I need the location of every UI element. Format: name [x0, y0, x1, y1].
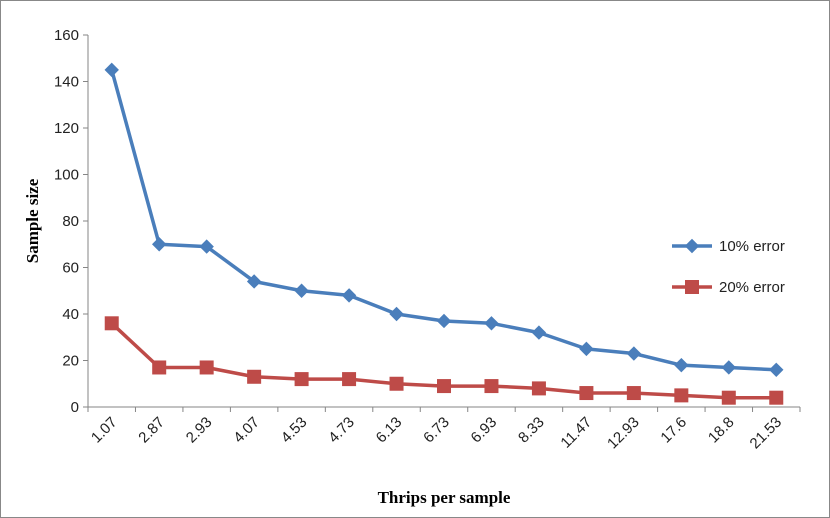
y-axis-title: Sample size	[23, 178, 42, 263]
x-tick-label: 2.87	[135, 414, 168, 447]
data-point	[104, 316, 119, 331]
data-point	[579, 386, 594, 401]
data-point	[626, 346, 642, 361]
y-tick-label: 80	[62, 213, 79, 230]
y-tick-label: 140	[54, 74, 79, 91]
y-tick-label: 0	[71, 399, 79, 416]
legend-label: 20% error	[719, 279, 785, 296]
data-point	[531, 325, 547, 340]
x-tick-label: 2.93	[183, 414, 216, 447]
data-point	[294, 283, 309, 298]
y-tick-label: 120	[54, 120, 79, 137]
series-1	[104, 62, 784, 378]
data-point	[294, 372, 309, 387]
x-tick-label: 4.07	[230, 414, 263, 447]
data-point	[341, 288, 357, 303]
y-tick-label: 60	[62, 260, 79, 277]
x-tick-label: 1.07	[88, 414, 121, 447]
data-point	[484, 379, 499, 394]
data-point	[769, 390, 784, 405]
x-axis: 1.07 2.87 2.93 4.07 4.53 4.73 6.13 6.73 6.93 8.33…	[87, 406, 801, 453]
series-2	[104, 316, 784, 405]
legend: 10% error 20% error	[672, 238, 785, 296]
x-tick-label: 11.47	[557, 414, 595, 452]
series-layer	[104, 62, 784, 405]
legend-item: 20% error	[672, 279, 785, 296]
data-point	[721, 390, 736, 405]
x-tick-label: 17.6	[657, 414, 690, 447]
legend-label: 10% error	[719, 238, 785, 255]
data-point	[342, 372, 357, 387]
data-point	[436, 313, 452, 329]
data-point	[626, 386, 641, 401]
legend-item: 10% error	[672, 238, 785, 255]
data-point	[389, 306, 404, 322]
data-point	[437, 379, 451, 394]
y-tick-label: 20	[62, 353, 79, 370]
data-point	[247, 369, 262, 384]
data-point	[769, 362, 784, 378]
data-point	[579, 341, 594, 357]
data-point	[531, 381, 546, 396]
y-tick-label: 160	[54, 27, 79, 44]
x-tick-label: 8.33	[515, 414, 548, 447]
x-tick-label: 6.93	[468, 414, 501, 447]
legend-marker	[685, 280, 699, 294]
data-point	[152, 360, 167, 375]
data-point	[674, 357, 689, 373]
x-tick-label: 21.53	[747, 414, 786, 453]
legend-marker	[684, 238, 700, 254]
data-point	[151, 237, 167, 252]
x-tick-label: 18.8	[705, 414, 738, 447]
x-tick-label: 6.13	[373, 414, 406, 447]
data-point	[674, 388, 689, 403]
data-point	[389, 376, 404, 391]
x-tick-label: 12.93	[604, 414, 643, 453]
x-tick-label: 6.73	[420, 414, 453, 447]
x-tick-label: 4.53	[278, 414, 311, 447]
data-point	[199, 239, 214, 254]
y-tick-label: 40	[62, 306, 79, 323]
x-axis-title: Thrips per sample	[378, 488, 511, 507]
data-point	[484, 316, 499, 331]
y-tick-label: 100	[54, 167, 79, 184]
data-point	[104, 62, 119, 78]
y-axis: 0 20 40 60 80 100 120 140 160	[54, 27, 89, 416]
data-point	[721, 360, 737, 375]
data-point	[246, 274, 262, 289]
x-tick-label: 4.73	[325, 414, 358, 447]
data-point	[199, 360, 214, 375]
